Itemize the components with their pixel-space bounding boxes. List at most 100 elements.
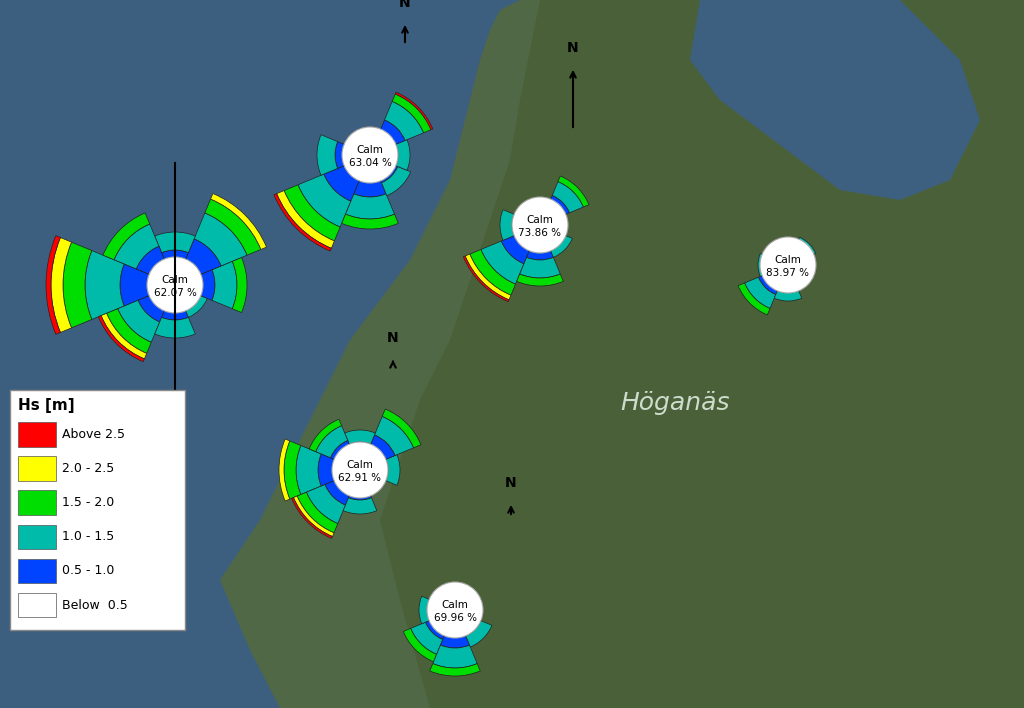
Text: 62.07 %: 62.07 % — [154, 288, 197, 298]
Text: N: N — [567, 41, 579, 55]
Wedge shape — [51, 238, 72, 333]
Wedge shape — [738, 283, 770, 315]
Wedge shape — [501, 225, 540, 264]
Wedge shape — [370, 120, 406, 155]
Wedge shape — [797, 237, 816, 256]
Text: 1.5 - 2.0: 1.5 - 2.0 — [62, 496, 115, 509]
Wedge shape — [155, 232, 196, 253]
Wedge shape — [331, 440, 360, 470]
Wedge shape — [523, 208, 540, 225]
Text: Calm: Calm — [441, 600, 468, 610]
Wedge shape — [465, 254, 511, 299]
Wedge shape — [517, 274, 563, 286]
Wedge shape — [455, 610, 481, 636]
Wedge shape — [343, 498, 377, 514]
Wedge shape — [354, 155, 386, 197]
Wedge shape — [512, 215, 540, 236]
Text: 62.91 %: 62.91 % — [339, 473, 382, 483]
Wedge shape — [788, 258, 806, 272]
Wedge shape — [297, 492, 338, 533]
Wedge shape — [309, 419, 342, 452]
Wedge shape — [106, 309, 152, 353]
Circle shape — [147, 257, 203, 313]
Wedge shape — [481, 241, 524, 284]
Wedge shape — [46, 236, 60, 334]
Wedge shape — [392, 94, 431, 133]
Wedge shape — [455, 603, 475, 617]
Wedge shape — [348, 470, 372, 500]
Wedge shape — [315, 426, 348, 458]
Wedge shape — [382, 166, 411, 195]
Wedge shape — [120, 264, 175, 306]
Bar — [18, 422, 56, 447]
Wedge shape — [440, 595, 455, 610]
Text: Below  0.5: Below 0.5 — [62, 599, 128, 612]
Wedge shape — [540, 195, 569, 225]
Text: Calm: Calm — [162, 275, 188, 285]
Wedge shape — [788, 265, 807, 283]
Wedge shape — [175, 239, 221, 285]
Wedge shape — [361, 133, 379, 155]
Text: 0.5 - 1.0: 0.5 - 1.0 — [62, 564, 115, 578]
Text: N: N — [387, 331, 398, 345]
Wedge shape — [558, 176, 589, 207]
Wedge shape — [774, 289, 802, 301]
Wedge shape — [306, 484, 345, 524]
Polygon shape — [220, 0, 1024, 708]
Wedge shape — [296, 445, 322, 494]
Circle shape — [427, 582, 483, 638]
Wedge shape — [292, 498, 333, 538]
Text: Calm: Calm — [774, 255, 802, 265]
Wedge shape — [440, 610, 470, 648]
Wedge shape — [552, 181, 584, 213]
Wedge shape — [101, 314, 146, 359]
Wedge shape — [232, 258, 247, 312]
Wedge shape — [360, 470, 380, 491]
Wedge shape — [294, 496, 334, 537]
Wedge shape — [360, 459, 388, 481]
Text: 73.86 %: 73.86 % — [518, 228, 561, 238]
Wedge shape — [433, 645, 477, 668]
Wedge shape — [351, 137, 370, 155]
Wedge shape — [279, 439, 290, 501]
Wedge shape — [520, 257, 560, 278]
Bar — [18, 525, 56, 549]
Wedge shape — [744, 278, 776, 309]
Wedge shape — [382, 409, 421, 447]
Text: 69.96 %: 69.96 % — [433, 613, 476, 623]
Wedge shape — [375, 416, 414, 455]
Wedge shape — [195, 213, 247, 266]
Wedge shape — [532, 205, 548, 225]
Wedge shape — [396, 139, 410, 171]
Wedge shape — [429, 600, 455, 620]
Wedge shape — [540, 225, 563, 248]
Text: N: N — [399, 0, 411, 10]
Wedge shape — [345, 194, 394, 219]
Wedge shape — [342, 214, 398, 229]
Bar — [18, 559, 56, 583]
Wedge shape — [775, 252, 788, 265]
Wedge shape — [540, 217, 562, 234]
Text: Above 2.5: Above 2.5 — [62, 428, 125, 441]
Wedge shape — [114, 224, 159, 269]
Wedge shape — [419, 596, 431, 624]
Wedge shape — [455, 593, 472, 610]
Wedge shape — [425, 610, 455, 639]
Wedge shape — [162, 285, 188, 320]
Wedge shape — [118, 300, 160, 342]
Wedge shape — [162, 250, 188, 285]
Wedge shape — [184, 295, 207, 317]
Bar — [18, 491, 56, 515]
Wedge shape — [138, 285, 175, 322]
Wedge shape — [318, 454, 360, 486]
Text: Calm: Calm — [526, 215, 553, 225]
Wedge shape — [447, 590, 463, 610]
Wedge shape — [325, 470, 360, 505]
Wedge shape — [175, 285, 198, 308]
Wedge shape — [155, 317, 196, 338]
Circle shape — [512, 197, 568, 253]
Wedge shape — [470, 249, 515, 295]
Wedge shape — [766, 256, 788, 273]
Bar — [18, 593, 56, 617]
Wedge shape — [778, 265, 798, 291]
